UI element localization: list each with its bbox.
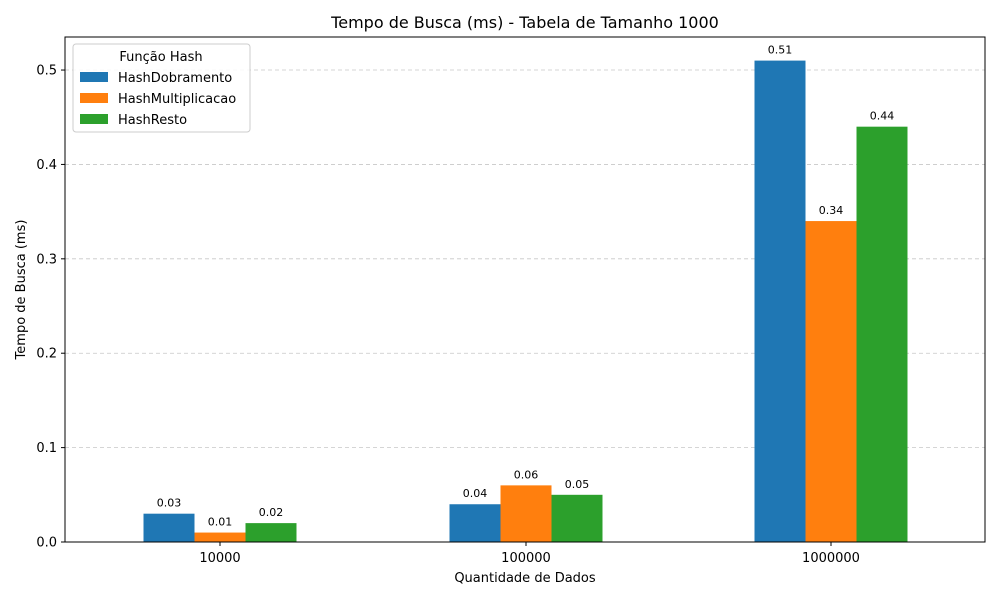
y-tick-label: 0.1 — [36, 441, 57, 456]
data-label: 0.01 — [208, 516, 233, 529]
legend-items: HashDobramento HashMultiplicacao HashResto — [80, 71, 236, 128]
data-label: 0.03 — [157, 497, 182, 510]
bar — [194, 532, 246, 542]
legend: Função Hash HashDobramento HashMultiplica… — [72, 43, 251, 133]
y-tick-label: 0.4 — [36, 158, 57, 173]
data-labels: 0.03 0.01 0.02 0.04 0.06 0.05 0.51 0.34 0.44 — [157, 44, 895, 529]
legend-box — [72, 43, 251, 133]
data-label: 0.06 — [514, 468, 539, 481]
bar — [805, 221, 857, 542]
x-axis-title: Quantidade de Dados — [454, 571, 596, 586]
data-label: 0.04 — [463, 487, 488, 500]
y-tick-label: 0.5 — [36, 64, 57, 79]
x-tick-label: 100000 — [501, 551, 551, 566]
legend-swatch — [80, 114, 108, 124]
x-tick-label: 1000000 — [802, 551, 860, 566]
data-label: 0.44 — [870, 110, 895, 123]
bar — [500, 485, 552, 542]
x-axis: 10000 100000 1000000 — [199, 542, 860, 566]
legend-swatch — [80, 93, 108, 103]
bar — [551, 494, 603, 542]
y-tick-label: 0.3 — [36, 252, 57, 267]
plot-frame — [64, 36, 986, 543]
x-tick-label: 10000 — [199, 551, 240, 566]
chart-title: Tempo de Busca (ms) - Tabela de Tamanho … — [330, 13, 719, 32]
data-label: 0.34 — [819, 204, 844, 217]
data-label: 0.51 — [768, 44, 793, 57]
bar — [449, 504, 501, 542]
legend-label: HashMultiplicacao — [118, 92, 236, 107]
bar — [856, 126, 908, 542]
data-label: 0.02 — [259, 506, 284, 519]
legend-title: Função Hash — [119, 50, 202, 65]
legend-swatch — [80, 72, 108, 82]
bars — [143, 60, 908, 542]
legend-label: HashResto — [118, 113, 187, 128]
y-tick-label: 0.0 — [36, 536, 57, 551]
data-label: 0.05 — [565, 478, 590, 491]
y-tick-label: 0.2 — [36, 347, 57, 362]
legend-label: HashDobramento — [118, 71, 232, 86]
bar — [754, 60, 806, 542]
bar — [245, 523, 297, 542]
y-axis-title: Tempo de Busca (ms) — [14, 220, 29, 361]
bar — [143, 513, 195, 542]
y-axis: 0.0 0.1 0.2 0.3 0.4 0.5 — [36, 64, 65, 551]
